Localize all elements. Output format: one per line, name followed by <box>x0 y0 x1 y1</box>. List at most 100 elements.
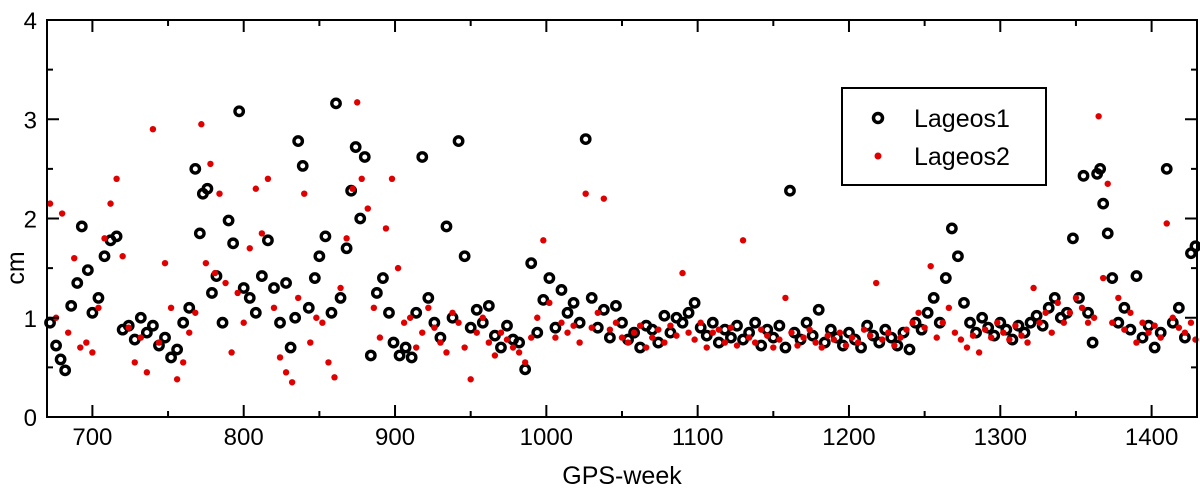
lageos1-point <box>59 364 72 377</box>
lageos2-point <box>288 379 296 386</box>
lageos2-point <box>358 175 365 182</box>
x-tick-label: 1400 <box>1125 424 1178 451</box>
lageos1-point <box>464 321 477 334</box>
lageos2-point <box>576 339 583 346</box>
lageos2-point <box>733 342 741 349</box>
lageos2-point <box>988 334 995 341</box>
lageos1-point <box>340 242 353 255</box>
lageos2-point <box>388 175 396 182</box>
lageos2-point <box>963 344 971 351</box>
lageos2-point <box>969 332 977 339</box>
lageos2-point <box>1187 319 1195 326</box>
lageos2-point <box>131 359 138 366</box>
lageos2-point <box>1121 326 1128 333</box>
lageos1-point <box>824 323 837 336</box>
lageos1-point <box>71 277 84 289</box>
lageos2-point <box>897 334 904 341</box>
lageos2-point <box>1175 324 1183 331</box>
lageos1-point <box>458 250 471 263</box>
lageos1-point <box>676 316 689 329</box>
lageos2-point <box>739 237 747 244</box>
lageos1-point <box>470 303 483 316</box>
lageos2-point <box>149 125 157 133</box>
x-axis-label: GPS-week <box>562 462 682 490</box>
lageos1-point <box>98 250 111 263</box>
lageos2-point <box>331 374 338 381</box>
lageos2-point <box>1133 339 1140 346</box>
lageos1-point <box>233 105 246 118</box>
lageos2-point <box>758 326 765 333</box>
lageos1-point <box>800 316 813 329</box>
lageos2-point <box>95 304 102 312</box>
lageos1-point <box>313 250 326 263</box>
lageos1-point <box>501 319 513 332</box>
lageos2-point <box>394 264 402 272</box>
lageos2-point <box>406 314 414 321</box>
lageos2-point <box>957 336 965 343</box>
lageos2-point <box>211 269 219 277</box>
lageos1-point <box>206 287 218 299</box>
lageos2-point <box>1036 319 1043 326</box>
lageos2-point <box>491 352 499 359</box>
lageos1-point <box>216 316 229 329</box>
lageos2-point <box>1169 314 1176 321</box>
y-tick-label: 3 <box>24 107 37 134</box>
lageos2-point <box>697 319 704 326</box>
lageos2-point <box>1048 329 1055 336</box>
lageos2-point <box>101 235 108 242</box>
lageos1-point <box>296 159 309 172</box>
lageos2-point <box>515 349 523 356</box>
lageos2-point <box>431 324 438 331</box>
lageos1-point <box>1101 227 1114 240</box>
lageos2-point <box>661 339 668 346</box>
lageos2-point <box>173 376 181 383</box>
lageos1-point <box>147 319 159 332</box>
lageos1-point <box>658 309 671 322</box>
lageos2-point <box>1060 319 1068 326</box>
lageos1-point <box>1036 319 1049 332</box>
lageos1-point <box>81 264 94 277</box>
lageos1-point <box>1094 162 1107 175</box>
lageos2-point <box>186 329 193 336</box>
lageos2-point <box>234 289 241 297</box>
lageos1-point <box>134 311 147 324</box>
lageos1-point <box>268 282 280 294</box>
lageos2-point <box>715 326 723 333</box>
lageos1-point <box>976 311 989 324</box>
legend-marker-lageos2 <box>874 152 882 160</box>
lageos2-point <box>282 369 290 376</box>
lageos1-point <box>201 182 214 195</box>
lageos1-point <box>237 282 250 294</box>
lageos2-point <box>425 304 432 312</box>
lageos1-point <box>964 316 976 329</box>
lageos2-point <box>558 319 565 326</box>
lageos1-point <box>1106 272 1119 284</box>
lageos2-point <box>301 190 308 197</box>
lageos1-point <box>308 272 321 284</box>
lageos1-point <box>274 316 286 329</box>
lageos2-point <box>419 329 426 336</box>
lageos1-point <box>1160 162 1173 175</box>
lageos2-point <box>1042 309 1049 316</box>
lageos2-point <box>691 336 698 343</box>
lageos2-point <box>1157 334 1164 341</box>
lageos1-point <box>603 331 616 344</box>
lageos1-point <box>370 287 383 299</box>
lageos2-point <box>167 304 175 312</box>
lageos1-point <box>531 326 544 339</box>
lageos1-point <box>567 296 580 309</box>
lageos2-point <box>915 309 922 316</box>
lageos2-point <box>981 326 989 333</box>
lageos2-point <box>64 329 72 336</box>
lageos2-point <box>1084 319 1092 326</box>
lageos1-point <box>289 311 302 324</box>
lageos1-point <box>159 331 171 344</box>
lageos2-point <box>612 319 620 326</box>
lageos2-point <box>933 334 940 341</box>
lageos2-point <box>1066 309 1074 316</box>
lageos2-point <box>376 334 384 341</box>
lageos2-point <box>413 344 420 351</box>
lageos2-point <box>1006 336 1013 343</box>
y-tick-label: 4 <box>24 8 37 35</box>
